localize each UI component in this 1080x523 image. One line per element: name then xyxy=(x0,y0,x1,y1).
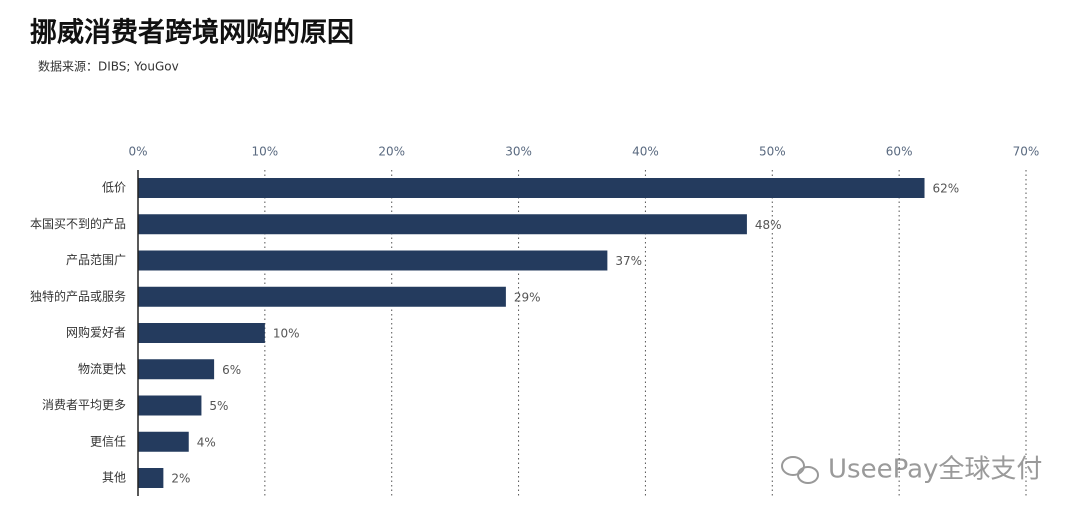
watermark-icon xyxy=(781,456,819,484)
value-label: 62% xyxy=(933,182,960,196)
bar xyxy=(138,431,189,452)
y-tick-label: 更信任 xyxy=(90,434,126,448)
value-label: 5% xyxy=(209,399,228,413)
value-label: 2% xyxy=(171,472,190,486)
value-label: 37% xyxy=(615,254,642,268)
bar xyxy=(138,286,506,307)
bar xyxy=(138,359,215,380)
watermark: UseePay全球支付 xyxy=(828,455,1042,485)
x-tick-label: 50% xyxy=(759,145,786,159)
x-tick-label: 30% xyxy=(505,145,532,159)
x-tick-label: 10% xyxy=(252,145,279,159)
bar xyxy=(138,214,747,235)
y-tick-label: 低价 xyxy=(102,181,126,195)
value-label: 4% xyxy=(197,435,216,449)
x-tick-label: 40% xyxy=(632,145,659,159)
value-label: 6% xyxy=(222,363,241,377)
y-tick-label: 独特的产品或服务 xyxy=(30,288,126,303)
bar xyxy=(138,468,164,488)
bar xyxy=(138,250,608,271)
chart-title: 挪威消费者跨境网购的原因 xyxy=(30,17,354,49)
bar xyxy=(138,178,925,198)
y-tick-label: 本国买不到的产品 xyxy=(30,216,126,231)
value-label: 48% xyxy=(755,218,782,232)
value-label: 10% xyxy=(273,327,300,341)
value-label: 29% xyxy=(514,290,541,304)
x-tick-label: 70% xyxy=(1013,145,1040,159)
chart-subtitle: 数据来源：DIBS; YouGov xyxy=(38,59,179,74)
bar xyxy=(138,395,202,416)
y-tick-label: 物流更快 xyxy=(78,362,126,376)
y-tick-label: 其他 xyxy=(102,471,126,485)
x-tick-label: 60% xyxy=(886,145,913,159)
x-tick-label: 20% xyxy=(378,145,405,159)
x-tick-label: 0% xyxy=(128,145,147,159)
y-tick-label: 消费者平均更多 xyxy=(42,398,126,412)
y-tick-label: 产品范围广 xyxy=(66,253,126,267)
y-tick-label: 网购爱好者 xyxy=(66,325,126,340)
bar xyxy=(138,323,265,343)
